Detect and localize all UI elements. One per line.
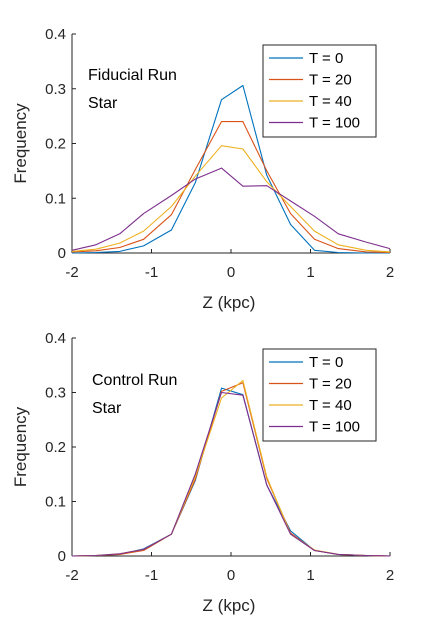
legend-entry: T = 40 [309,397,352,414]
legend-entry: T = 20 [309,376,352,393]
x-tick-label: 0 [227,567,235,584]
x-tick-label: -2 [65,264,78,281]
y-tick-label: 0.1 [45,190,66,207]
x-tick-label: 2 [386,264,394,281]
legend-entry: T = 100 [309,419,360,436]
series-line-t100 [71,391,391,557]
y-tick-label: 0.4 [45,26,66,43]
legend-box [262,44,377,138]
chart-panel-2: -2 -1 0 1 2 0 0.1 0.2 0.3 0.4 Z (kpc) Frequency Cont… [11,330,394,615]
legend: T = 0 T = 20 T = 40 T = 100 [262,44,377,138]
y-tick-label: 0.3 [45,81,66,98]
legend-entry: T = 20 [309,72,352,89]
y-tick-label: 0 [58,245,66,262]
series-line-t20 [71,121,391,254]
y-tick-label: 0.2 [45,439,66,456]
series-line-t100 [71,167,391,251]
chart-annotation: Fiducial Run [88,67,177,84]
x-tick-label: 1 [306,264,314,281]
chart-annotation: Star [88,95,118,112]
series-line-t40 [71,145,391,253]
y-axis-label: Frequency [11,103,30,184]
chart-panel-1: -2 -1 0 1 2 0 0.1 0.2 0.3 0.4 Z (kpc) Frequency Fidu… [11,26,394,312]
x-tick-label: -1 [145,567,158,584]
x-tick-label: -1 [145,264,158,281]
chart-annotation: Control Run [92,372,177,389]
x-axis-label: Z (kpc) [203,596,256,615]
x-axis-label: Z (kpc) [203,293,256,312]
y-tick-label: 0.3 [45,385,66,402]
legend-entry: T = 0 [309,50,343,67]
y-tick-label: 0.2 [45,136,66,153]
legend-entry: T = 40 [309,93,352,110]
series-line-t0 [71,84,390,254]
chart-annotation: Star [92,400,122,417]
legend: T = 0 T = 20 T = 40 T = 100 [262,348,377,442]
x-tick-label: 0 [227,264,235,281]
x-tick-label: -2 [65,567,78,584]
y-tick-label: 0.1 [45,494,66,511]
x-tick-label: 2 [386,567,394,584]
legend-entry: T = 100 [309,115,360,132]
legend-entry: T = 0 [309,354,343,371]
y-axis-label: Frequency [11,406,30,487]
x-tick-label: 1 [306,567,314,584]
y-tick-label: 0 [58,548,66,565]
y-tick-label: 0.4 [45,330,66,347]
legend-box [262,348,377,442]
